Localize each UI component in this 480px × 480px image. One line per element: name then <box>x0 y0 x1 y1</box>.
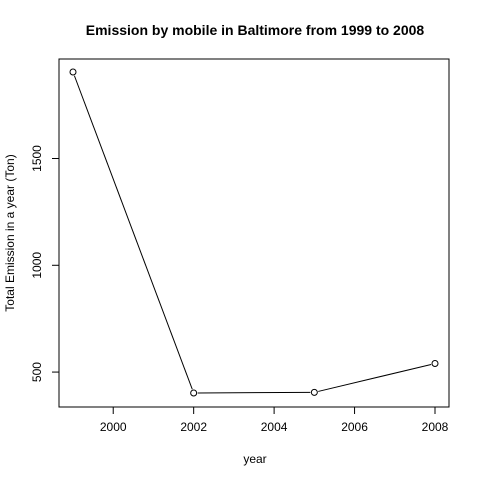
plot-frame <box>58 58 450 408</box>
x-axis-label: year <box>243 452 266 466</box>
series-line-segment-1 <box>73 75 193 390</box>
data-point-2008 <box>431 360 439 368</box>
chart-title: Emission by mobile in Baltimore from 199… <box>86 22 425 38</box>
x-tick-label-2006: 2006 <box>341 420 368 434</box>
x-tick-label-2008: 2008 <box>422 420 449 434</box>
y-tick-label-1500: 1500 <box>30 145 44 172</box>
data-point-2002 <box>190 389 198 397</box>
series-line-segment-3 <box>318 363 432 392</box>
y-tick-label-500: 500 <box>30 362 44 382</box>
y-tick-label-1000: 1000 <box>30 252 44 279</box>
y-axis-label: Total Emission in a year (Ton) <box>3 154 17 311</box>
x-axis: 2000 2002 2004 2006 2008 <box>100 407 449 434</box>
series-layer <box>69 68 439 397</box>
x-tick-label-2004: 2004 <box>261 420 288 434</box>
data-point-2005 <box>310 388 318 396</box>
data-point-1999 <box>69 68 77 76</box>
y-axis: 500 1000 1500 <box>30 145 59 382</box>
x-tick-label-2000: 2000 <box>100 420 127 434</box>
series-line-segment-2 <box>197 391 311 394</box>
x-tick-label-2002: 2002 <box>180 420 207 434</box>
